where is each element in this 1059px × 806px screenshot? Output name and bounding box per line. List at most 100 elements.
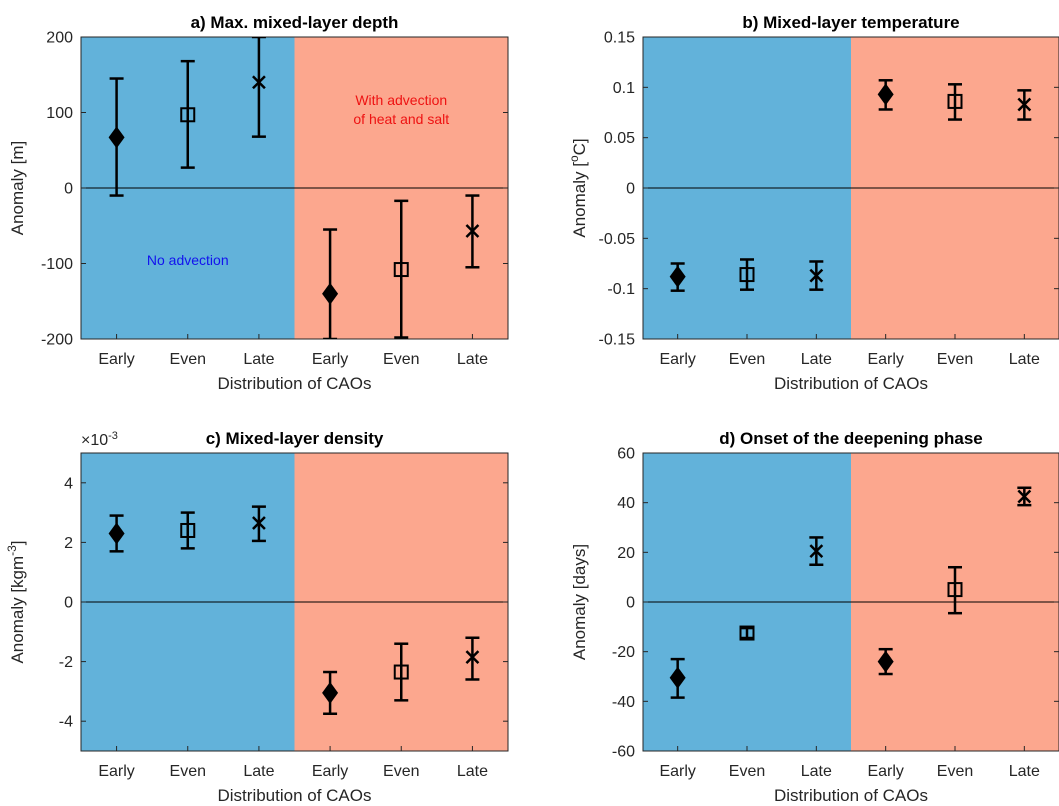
y-tick-label: -200 [41,332,73,349]
y-axis-label: Anomaly [kgm-3] [5,540,27,663]
data-point [180,59,196,169]
y-tick-label: -0.05 [599,231,636,248]
y-tick-label: 0 [626,595,635,612]
x-tick-label: Late [243,351,274,368]
square-marker [180,107,196,123]
y-tick-label: 0.1 [613,80,635,97]
x-tick-label: Late [457,351,488,368]
diamond-marker [669,666,686,689]
x-marker [809,544,824,558]
subplot-a: -200 -100 0 100 200 Early Even Late Early Even Lat… [8,13,509,393]
x-tick-label: Early [312,763,348,780]
y-tick-label: -40 [612,694,635,711]
y-axis-label: Anomaly [oC] [567,138,589,237]
data-point [180,511,196,550]
square-marker [947,582,963,598]
diamond-marker [877,650,894,673]
data-point [108,514,125,553]
data-point [947,565,963,615]
x-tick-label: Late [457,763,488,780]
square-marker [739,267,755,283]
y-tick-label: 0.15 [604,30,635,47]
data-point [251,37,266,138]
x-tick-label: Late [1009,351,1040,368]
x-tick-label: Even [170,351,206,368]
data-point [1017,486,1032,507]
data-point [465,194,480,269]
region-note: No advection [147,252,229,268]
x-marker [465,224,480,238]
subplot-title: c) Mixed-layer density [206,429,384,448]
diamond-marker [322,681,339,704]
data-point [251,505,266,543]
diamond-marker [108,126,125,149]
y-tick-label: -4 [59,714,73,731]
data-point [1017,89,1032,121]
x-tick-label: Even [937,351,973,368]
y-tick-label: 200 [46,30,73,47]
x-tick-label: Even [170,763,206,780]
y-axis-label: Anomaly [m] [8,141,27,235]
data-point [393,642,409,702]
diamond-marker [108,522,125,545]
y-tick-label: -60 [612,744,635,761]
y-tick-label: 0.05 [604,130,635,147]
y-tick-label: -20 [612,644,635,661]
x-axis-label: Distribution of CAOs [218,786,372,805]
y-tick-label: 0 [626,181,635,198]
x-marker [809,268,824,283]
x-tick-label: Even [729,351,765,368]
data-point [877,647,894,676]
x-axis-label: Distribution of CAOs [774,374,928,393]
x-tick-label: Even [383,763,419,780]
y-tick-label: 60 [617,446,635,463]
x-marker [1017,489,1032,504]
x-tick-label: Late [801,351,832,368]
y-tick-label: -100 [41,256,73,273]
x-tick-label: Even [937,763,973,780]
x-tick-label: Early [867,763,903,780]
region-note: With advection of heat and salt [353,92,449,127]
x-axis-label: Distribution of CAOs [774,786,928,805]
y-tick-label: 40 [617,495,635,512]
x-tick-label: Late [243,763,274,780]
y-tick-label: -0.1 [607,281,635,298]
y-axis-label: Anomaly [days] [570,544,589,660]
x-tick-label: Late [1009,763,1040,780]
diamond-marker [322,282,339,305]
data-point [739,625,755,641]
data-point [947,83,963,121]
data-point [669,657,686,699]
square-marker [393,664,409,680]
y-tick-label: 2 [64,535,73,552]
y-tick-label: 0 [64,181,73,198]
x-tick-label: Even [729,763,765,780]
data-point [877,79,894,111]
data-point [809,536,824,566]
x-tick-label: Early [659,763,695,780]
data-point [393,199,409,339]
subplot-b: -0.15 -0.1 -0.05 0 0.05 0.1 0.15 Early Even Late E… [567,13,1059,393]
data-point [739,258,755,291]
data-point [809,260,824,291]
y-tick-label: -2 [59,654,73,671]
subplot-title: b) Mixed-layer temperature [742,13,959,32]
diamond-marker [877,83,894,106]
y-tick-label: -0.15 [599,332,636,349]
diamond-marker [669,265,686,288]
data-point [669,262,686,292]
x-marker [1017,97,1032,112]
x-tick-label: Early [98,763,134,780]
data-point [465,636,480,681]
data-point [108,77,125,197]
square-marker [947,93,963,109]
x-tick-label: Early [312,351,348,368]
data-point [322,228,339,339]
y-tick-label: 0 [64,595,73,612]
square-marker [393,262,409,278]
x-tick-label: Early [98,351,134,368]
x-tick-label: Early [659,351,695,368]
square-marker [739,625,755,641]
data-point [322,670,339,715]
